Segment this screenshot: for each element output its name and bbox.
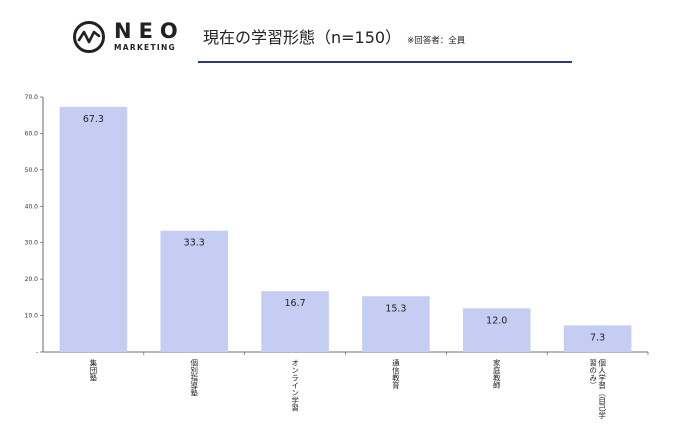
x-tick-label: 習のみ） (588, 359, 597, 389)
y-tick-label: 30.0 (25, 240, 39, 247)
y-tick-label: - (36, 349, 38, 356)
bar (261, 291, 329, 352)
y-tick-label: 10.0 (25, 313, 39, 320)
bar (362, 296, 430, 352)
neo-marketing-logo: NEO MARKETING (72, 20, 182, 56)
y-tick-label: 60.0 (25, 130, 39, 137)
bar (160, 230, 229, 352)
chart-header: 現在の学習形態（n=150） ※回答者：全員 (203, 24, 465, 48)
x-tick-label: 集団塾 (89, 358, 98, 382)
logo-wordmark: NEO (114, 19, 185, 43)
data-label: 7.3 (590, 332, 605, 343)
y-tick-label: 40.0 (25, 203, 39, 210)
y-tick-label: 70.0 (25, 94, 39, 101)
respondent-note: ※回答者：全員 (407, 36, 466, 46)
x-tick-label: オンライン学習 (290, 359, 299, 413)
bar (59, 106, 128, 352)
data-label: 16.7 (285, 298, 306, 309)
y-tick-label: 20.0 (25, 276, 39, 283)
x-tick-label: 家庭教師 (492, 358, 501, 391)
x-tick-label: 個別指導塾 (190, 358, 199, 397)
data-label: 12.0 (486, 315, 507, 326)
neo-logo-icon (73, 21, 105, 53)
data-label: 67.3 (83, 114, 104, 125)
chart-title: 現在の学習形態（n=150） (203, 28, 402, 47)
x-tick-label: 個人学習（自己学 (597, 358, 606, 420)
y-tick-label: 50.0 (25, 167, 39, 174)
bar (563, 325, 632, 352)
logo-subtitle: MARKETING (114, 43, 177, 52)
data-label: 15.3 (385, 303, 406, 314)
title-underline (198, 61, 572, 63)
x-tick-label: 通信教育 (391, 358, 400, 391)
data-label: 33.3 (184, 238, 205, 249)
bar (462, 308, 531, 352)
